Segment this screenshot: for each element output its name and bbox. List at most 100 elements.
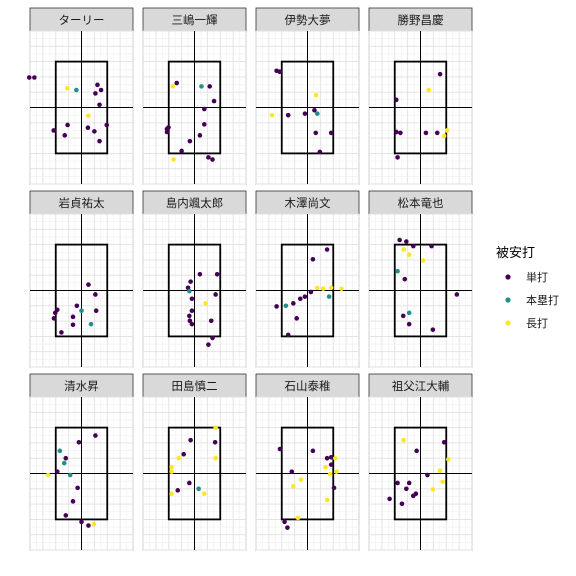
strike-zone — [167, 243, 222, 338]
hit-point — [414, 448, 419, 454]
facet-label: 田島慎二 — [172, 379, 218, 393]
legend-key — [505, 297, 511, 303]
hit-point — [65, 85, 70, 91]
facet-panel: 島内颯太郎 — [142, 190, 247, 368]
hit-point — [289, 469, 295, 474]
strike-zone — [393, 243, 448, 338]
strike-zone — [54, 426, 109, 521]
hit-point — [74, 87, 79, 93]
hit-point — [85, 125, 91, 130]
hit-point — [410, 493, 416, 499]
hit-point — [93, 292, 98, 297]
hit-point — [312, 107, 317, 113]
hit-point — [333, 455, 338, 461]
hit-point — [207, 84, 212, 89]
hit-point — [201, 491, 207, 496]
facet-panel: 田島慎二 — [142, 373, 247, 551]
hit-point — [79, 308, 84, 313]
facet-label: 木澤尚文 — [285, 196, 331, 210]
hit-point — [32, 75, 37, 80]
hit-point — [395, 155, 400, 160]
hit-point — [324, 455, 330, 461]
hit-point — [188, 437, 193, 443]
hit-point — [269, 112, 275, 118]
hit-point — [320, 286, 326, 291]
hit-point — [434, 130, 440, 136]
hit-point — [298, 477, 304, 482]
hit-point — [277, 446, 283, 452]
facet-label: 清水昇 — [64, 379, 99, 393]
hit-point — [171, 157, 176, 162]
hit-points — [387, 437, 451, 507]
hit-point — [203, 301, 208, 306]
strike-zone — [167, 426, 222, 521]
hit-point — [397, 237, 402, 243]
hit-point — [97, 138, 102, 144]
strike-zone — [393, 60, 448, 155]
hit-point — [324, 497, 330, 503]
hit-point — [297, 296, 303, 302]
facet-panel: 勝野昌慶 — [368, 7, 473, 185]
legend-label: 本塁打 — [526, 293, 559, 307]
hit-point — [206, 342, 211, 347]
hit-point — [187, 138, 193, 144]
hit-points — [26, 75, 110, 144]
hit-point — [93, 308, 99, 313]
hit-point — [404, 239, 409, 244]
hit-point — [189, 296, 195, 302]
hit-point — [213, 455, 218, 461]
hit-point — [187, 318, 193, 324]
hit-point — [291, 484, 296, 489]
hit-point — [181, 451, 186, 457]
hit-point — [210, 335, 215, 341]
hit-point — [91, 521, 97, 527]
hit-point — [70, 322, 76, 328]
legend-title: 被安打 — [496, 246, 535, 261]
legend-label: 単打 — [526, 270, 548, 284]
hit-point — [63, 513, 69, 518]
hit-point — [395, 268, 400, 274]
hit-point — [175, 488, 181, 493]
hit-point — [70, 314, 76, 320]
hit-point — [98, 87, 104, 93]
strike-zone — [393, 426, 448, 521]
facet-label: 島内颯太郎 — [166, 196, 224, 210]
hit-point — [404, 486, 409, 492]
hit-point — [399, 501, 405, 507]
hit-point — [75, 485, 80, 491]
hit-point — [212, 439, 218, 445]
hit-point — [93, 433, 98, 438]
hit-point — [310, 256, 316, 262]
facet-label: 松本竜也 — [398, 196, 444, 210]
strike-zone — [280, 243, 335, 338]
facet-label: 祖父江大輔 — [392, 379, 450, 393]
hit-points — [393, 71, 450, 160]
hit-point — [196, 486, 201, 492]
strike-zone — [167, 60, 222, 155]
legend-item: 長打 — [505, 316, 548, 330]
hit-point — [70, 499, 76, 504]
legend-item: 単打 — [505, 270, 548, 284]
hit-point — [187, 313, 192, 319]
hit-points — [274, 247, 344, 338]
hit-point — [164, 129, 170, 135]
hit-point — [331, 485, 337, 491]
facet-panel: 石山泰稚 — [255, 373, 360, 551]
hit-point — [314, 285, 320, 291]
hit-point — [86, 113, 91, 119]
facet-panel: 木澤尚文 — [255, 190, 360, 368]
hit-point — [437, 468, 443, 474]
facet-panel: ターリー — [26, 7, 134, 185]
hit-point — [323, 464, 328, 470]
hit-point — [61, 460, 67, 466]
hit-point — [430, 487, 436, 492]
facet-panel: 三嶋一輝 — [142, 7, 247, 185]
hit-point — [387, 496, 392, 502]
hit-point — [406, 480, 412, 486]
facet-panel: 祖父江大輔 — [368, 373, 473, 551]
hit-point — [277, 69, 282, 74]
hit-point — [429, 243, 434, 249]
hit-point — [441, 133, 447, 139]
